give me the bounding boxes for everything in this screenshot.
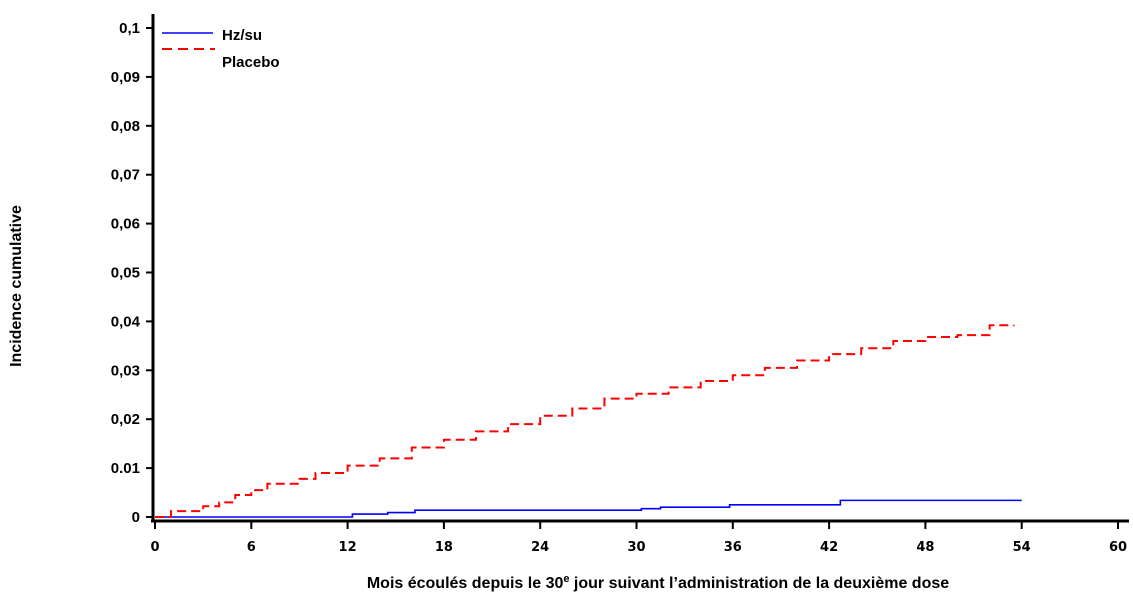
x-tick-label: 24 <box>531 540 549 555</box>
x-tick-label: 54 <box>1013 540 1031 555</box>
x-tick-label: 6 <box>247 540 256 555</box>
series-line-placebo <box>155 324 1015 518</box>
y-tick-label: 0.01 <box>111 460 140 477</box>
legend-label-placebo: Placebo <box>222 54 280 71</box>
series-line-hzsu <box>155 499 1022 518</box>
y-tick-label: 0,09 <box>111 69 140 86</box>
x-axis-title: Mois écoulés depuis le 30e jour suivant … <box>367 573 949 592</box>
y-tick-label: 0,07 <box>111 167 140 184</box>
y-axis: 0 0.01 0,02 0,03 0,04 0,05 0,06 0,07 0,08 0,09 0,1 <box>111 20 153 526</box>
y-tick-label: 0,06 <box>111 216 140 233</box>
y-tick-label: 0 <box>132 509 140 526</box>
x-tick-label: 36 <box>724 540 742 555</box>
y-tick-label: 0,05 <box>111 265 140 282</box>
x-tick-label: 48 <box>916 540 934 555</box>
legend: Hz/su Placebo <box>162 27 280 71</box>
plot-marks <box>155 324 1022 518</box>
y-tick-label: 0,03 <box>111 362 140 379</box>
y-tick-label: 0,1 <box>119 20 140 37</box>
x-axis: 0 6 12 18 24 30 36 42 48 54 60 <box>150 521 1127 555</box>
y-tick-label: 0,08 <box>111 118 140 135</box>
y-axis-title: Incidence cumulative <box>8 205 25 367</box>
x-tick-label: 60 <box>1109 540 1127 555</box>
x-tick-label: 42 <box>820 540 838 555</box>
y-tick-label: 0,04 <box>111 313 141 330</box>
x-tick-label: 18 <box>435 540 453 555</box>
y-tick-label: 0,02 <box>111 411 140 428</box>
x-tick-label: 12 <box>339 540 357 555</box>
x-tick-label: 30 <box>627 540 645 555</box>
legend-label-hzsu: Hz/su <box>222 27 262 44</box>
x-tick-label: 0 <box>150 540 159 555</box>
